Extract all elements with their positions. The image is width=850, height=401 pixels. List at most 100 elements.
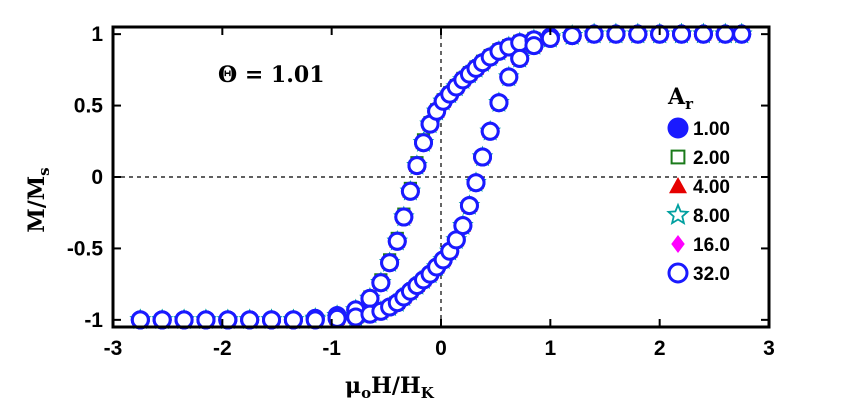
- marker-shape: [283, 310, 303, 330]
- legend-label: 2.00: [693, 148, 730, 169]
- data-point: [400, 181, 420, 201]
- legend: Ar 1.00 2.00 4.00 8.00 16.0 32.0: [666, 84, 730, 285]
- data-point: [732, 24, 752, 44]
- marker-shape: [670, 149, 686, 165]
- x-axis-label: μoH/HK: [345, 373, 435, 401]
- data-point: [562, 26, 582, 46]
- data-point: [459, 196, 479, 216]
- marker-shape: [715, 24, 735, 44]
- data-point: [152, 310, 172, 330]
- legend-label: 1.00: [693, 119, 730, 140]
- marker-shape: [489, 93, 509, 113]
- marker-shape: [174, 310, 194, 330]
- x-tick-label: -1: [322, 337, 341, 360]
- marker-shape: [524, 36, 544, 56]
- marker-shape: [628, 24, 648, 44]
- marker-shape: [240, 310, 260, 330]
- x-axis-label-sub-k: K: [421, 384, 435, 401]
- legend-title-sub: r: [685, 95, 694, 113]
- legend-marker: [670, 149, 686, 165]
- data-point: [466, 173, 486, 193]
- marker-shape: [480, 121, 500, 141]
- legend-title: Ar: [667, 84, 694, 113]
- marker-shape: [562, 26, 582, 46]
- marker-shape: [584, 24, 604, 44]
- marker-shape: [499, 67, 519, 87]
- data-point: [480, 121, 500, 141]
- legend-marker: [667, 262, 689, 284]
- y-tick-label: -1: [84, 309, 103, 332]
- data-point: [672, 24, 692, 44]
- y-tick-label: 0: [91, 166, 103, 189]
- legend-marker: [669, 177, 687, 194]
- marker-shape: [130, 310, 150, 330]
- x-axis-label-mid: H/H: [371, 373, 421, 399]
- marker-shape: [473, 147, 493, 167]
- y-axis-label: M/Ms: [24, 167, 53, 232]
- data-point: [489, 93, 509, 113]
- marker-shape: [466, 173, 486, 193]
- marker-shape: [732, 24, 752, 44]
- series-32.0: [130, 24, 752, 330]
- data-point: [584, 24, 604, 44]
- data-point: [510, 48, 530, 68]
- marker-shape: [606, 24, 626, 44]
- data-point: [387, 231, 407, 251]
- legend-label: 16.0: [693, 235, 730, 256]
- marker-shape: [671, 235, 685, 253]
- x-tick-label: 2: [654, 337, 666, 360]
- data-point: [606, 24, 626, 44]
- x-axis-label-sub-o: o: [361, 384, 371, 401]
- x-tick-label: -3: [104, 337, 123, 360]
- data-markers: [129, 22, 753, 330]
- legend-item: 4.00: [669, 177, 730, 198]
- marker-shape: [152, 310, 172, 330]
- y-axis-label-base: M/M: [24, 176, 50, 233]
- zero-lines: [113, 27, 769, 327]
- y-axis-label-group: M/Ms: [24, 167, 53, 232]
- x-axis-label-mu: μ: [345, 373, 361, 399]
- marker-shape: [387, 231, 407, 251]
- data-point: [628, 24, 648, 44]
- data-point: [473, 147, 493, 167]
- legend-item: 16.0: [671, 235, 730, 256]
- marker-shape: [693, 24, 713, 44]
- axis-ticks: -3 -2 -1 0 1 2 3 -1 -0.5 0 0.5 1: [67, 23, 775, 360]
- data-point: [394, 207, 414, 227]
- data-point: [130, 310, 150, 330]
- data-point: [371, 273, 391, 293]
- y-tick-label: -0.5: [67, 237, 104, 260]
- legend-item: 2.00: [670, 148, 730, 169]
- marker-shape: [459, 196, 479, 216]
- data-point: [283, 310, 303, 330]
- x-tick-label: -2: [213, 337, 232, 360]
- legend-items: 1.00 2.00 4.00 8.00 16.0 32.0: [666, 117, 730, 285]
- legend-label: 4.00: [693, 177, 730, 198]
- marker-shape: [305, 310, 325, 330]
- x-tick-label: 1: [544, 337, 556, 360]
- data-point: [262, 310, 282, 330]
- legend-item: 32.0: [667, 262, 730, 285]
- data-point: [196, 310, 216, 330]
- data-point: [715, 24, 735, 44]
- x-tick-label: 0: [435, 337, 447, 360]
- legend-label: 32.0: [693, 264, 730, 285]
- data-point: [305, 310, 325, 330]
- marker-shape: [510, 48, 530, 68]
- marker-shape: [672, 24, 692, 44]
- data-point: [240, 310, 260, 330]
- marker-shape: [667, 262, 689, 284]
- marker-shape: [453, 216, 473, 236]
- marker-shape: [667, 117, 689, 139]
- marker-shape: [414, 133, 434, 153]
- theta-annotation: Θ = 1.01: [218, 62, 325, 88]
- legend-title-base: A: [667, 84, 686, 110]
- data-point: [524, 36, 544, 56]
- data-point: [414, 133, 434, 153]
- marker-shape: [407, 156, 427, 176]
- legend-marker: [667, 117, 689, 139]
- marker-shape: [394, 207, 414, 227]
- legend-marker: [666, 202, 690, 225]
- legend-item: 1.00: [667, 117, 730, 140]
